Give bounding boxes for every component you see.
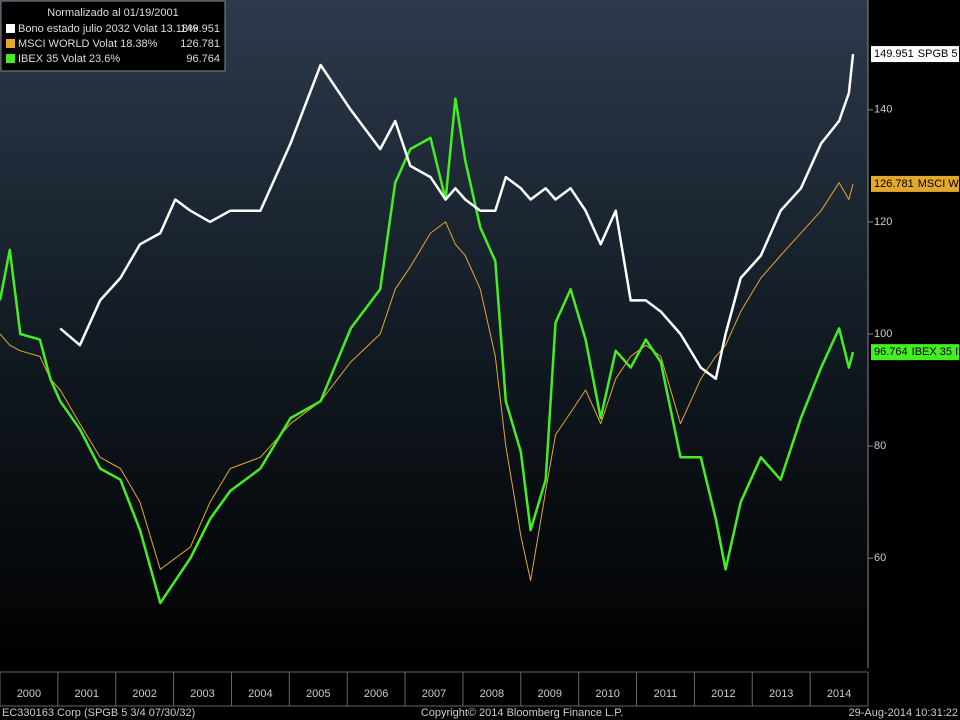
marks — [0, 53, 855, 605]
legend-title: Normalizado al 01/19/2001 — [47, 7, 178, 19]
x-tick-label: 2002 — [132, 688, 156, 700]
legend-label: MSCI WORLD Volat 18.38% — [18, 38, 158, 50]
x-tick-label: 2011 — [654, 688, 678, 700]
value-tag-name: SPGB 5 ¾ — [918, 48, 960, 60]
value-tag-number: 149.951 — [874, 48, 914, 60]
y-tick-label: 120 — [874, 216, 892, 228]
y-tick-label: 80 — [874, 440, 886, 452]
x-tick-label: 2012 — [711, 688, 735, 700]
x-axis-strip — [0, 671, 869, 707]
x-tick-label: 2004 — [248, 688, 272, 700]
value-tag-name: MSCI Worl — [918, 178, 960, 190]
x-tick-label: 2006 — [364, 688, 388, 700]
footer-center: Copyright© 2014 Bloomberg Finance L.P. — [421, 707, 623, 719]
value-tag — [871, 344, 959, 361]
legend-swatch — [6, 54, 15, 63]
value-tag-number: 96.764 — [874, 346, 908, 358]
legend-value: 149.951 — [180, 23, 220, 35]
value-tag-label: 126.781 MSCI Worl — [874, 178, 960, 190]
value-tag — [871, 175, 959, 192]
x-tick-label: 2003 — [190, 688, 214, 700]
y-tick-label: 60 — [874, 552, 886, 564]
x-tick-label: 2013 — [769, 688, 793, 700]
legend-swatch — [6, 24, 15, 33]
value-tag-label: 96.764 IBEX 35 I — [874, 346, 958, 358]
x-tick-label: 2009 — [537, 688, 561, 700]
plot-area — [0, 0, 868, 668]
legend-label: IBEX 35 Volat 23.6% — [18, 53, 120, 65]
series-line — [59, 53, 855, 381]
legend-swatch — [6, 39, 15, 48]
y-tick-label: 140 — [874, 104, 892, 116]
footer-left: EC330163 Corp (SPGB 5 3/4 07/30/32) — [2, 707, 195, 719]
legend-value: 126.781 — [180, 38, 220, 50]
x-tick-label: 2001 — [75, 688, 99, 700]
x-tick-label: 2007 — [422, 688, 446, 700]
legend-label: Bono estado julio 2032 Volat 13.18% — [18, 23, 198, 35]
x-tick-label: 2000 — [17, 688, 41, 700]
x-tick-label: 2010 — [595, 688, 619, 700]
legend-value: 96.764 — [186, 53, 220, 65]
x-tick-label: 2008 — [480, 688, 504, 700]
x-tick-label: 2014 — [827, 688, 851, 700]
value-tag-label: 149.951 SPGB 5 ¾ — [874, 48, 960, 60]
legend-box — [0, 0, 226, 72]
series-line — [0, 97, 855, 605]
value-tag — [871, 46, 959, 63]
value-tag-name: IBEX 35 I — [912, 346, 958, 358]
axis-strip — [868, 0, 960, 668]
y-tick-label: 100 — [874, 328, 892, 340]
value-tag-number: 126.781 — [874, 178, 914, 190]
footer-right: 29-Aug-2014 10:31:22 — [849, 707, 958, 719]
x-tick-label: 2005 — [306, 688, 330, 700]
